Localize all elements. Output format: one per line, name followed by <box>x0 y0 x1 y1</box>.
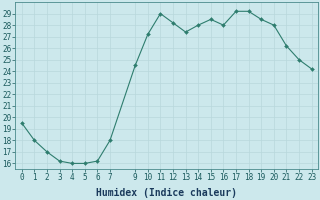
X-axis label: Humidex (Indice chaleur): Humidex (Indice chaleur) <box>96 188 237 198</box>
